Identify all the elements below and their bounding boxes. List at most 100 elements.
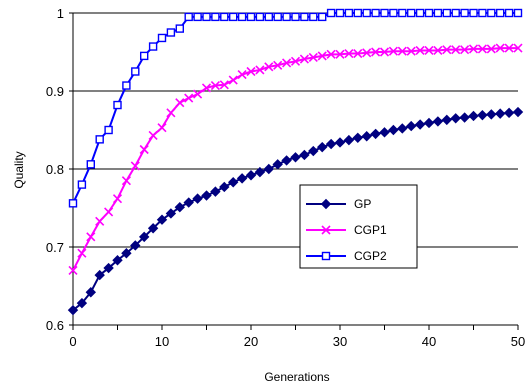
marker-stroke <box>477 44 487 54</box>
data-point-cgp2 <box>273 12 282 22</box>
marker-stroke <box>317 51 327 61</box>
data-point-cgp1 <box>282 58 292 68</box>
marker-stroke <box>193 89 203 99</box>
data-point-cgp1 <box>77 248 87 258</box>
marker-stroke <box>246 66 256 77</box>
marker-stroke <box>219 80 229 90</box>
legend-marker <box>320 198 332 210</box>
data-point-cgp1 <box>237 70 247 80</box>
data-point-gp <box>147 223 159 234</box>
data-point-cgp1 <box>290 56 301 66</box>
data-point-cgp2 <box>513 8 523 18</box>
marker-stroke <box>486 44 496 54</box>
data-point-gp <box>112 255 123 266</box>
series-layer <box>67 8 524 316</box>
marker-stroke <box>504 43 514 53</box>
y-tick-label: 0.7 <box>46 240 64 255</box>
data-point-cgp1 <box>273 60 283 70</box>
data-point-gp <box>370 128 381 140</box>
data-point-cgp2 <box>335 8 345 18</box>
data-point-gp <box>192 193 203 204</box>
marker-stroke <box>433 45 443 56</box>
marker-stroke <box>282 58 292 68</box>
data-point-gp <box>308 145 319 157</box>
data-point-cgp1 <box>175 98 185 108</box>
data-point-gp <box>210 186 221 197</box>
data-point-cgp2 <box>478 8 487 18</box>
data-point-gp <box>441 114 453 126</box>
data-point-cgp2 <box>193 12 202 22</box>
data-point-cgp1 <box>104 207 114 217</box>
marker-stroke <box>290 56 301 66</box>
data-point-gp <box>67 304 79 316</box>
marker-stroke <box>424 45 434 56</box>
data-point-gp <box>183 197 194 208</box>
data-point-cgp1 <box>228 75 238 85</box>
data-point-gp <box>245 170 257 181</box>
data-point-cgp2 <box>433 8 443 18</box>
series-gp <box>67 106 524 316</box>
marker-stroke <box>264 62 274 72</box>
data-point-gp <box>299 149 310 161</box>
data-point-cgp1 <box>308 52 318 63</box>
data-point-gp <box>272 159 283 170</box>
series-line-gp <box>72 111 519 311</box>
series-cgp1 <box>68 43 523 275</box>
data-point-gp <box>486 109 497 120</box>
data-point-cgp2 <box>407 8 416 18</box>
data-point-cgp2 <box>175 24 185 33</box>
data-point-gp <box>165 208 177 219</box>
data-point-cgp2 <box>300 12 309 22</box>
data-point-cgp2 <box>451 8 460 18</box>
data-point-cgp2 <box>122 81 131 90</box>
legend-marker <box>321 225 331 235</box>
data-point-cgp2 <box>442 8 451 18</box>
data-point-gp <box>156 214 168 225</box>
data-point-cgp1 <box>468 44 479 54</box>
data-point-cgp1 <box>371 47 381 57</box>
data-point-gp <box>414 119 426 130</box>
data-point-cgp2 <box>211 12 220 22</box>
data-point-cgp2 <box>228 12 238 22</box>
marker-stroke <box>228 75 238 85</box>
data-point-cgp2 <box>487 8 496 18</box>
data-point-cgp2 <box>353 8 362 18</box>
marker-stroke <box>326 49 336 59</box>
data-point-cgp1 <box>344 48 354 59</box>
series-cgp2 <box>68 8 523 208</box>
data-point-cgp1 <box>362 48 372 58</box>
data-point-cgp2 <box>237 12 247 22</box>
marker-stroke <box>379 47 390 57</box>
data-point-cgp1 <box>335 49 345 59</box>
data-point-cgp2 <box>362 8 371 18</box>
marker-stroke <box>86 232 96 242</box>
data-point-cgp1 <box>184 93 194 103</box>
data-point-cgp1 <box>415 45 425 56</box>
data-point-gp <box>459 112 470 123</box>
marker-stroke <box>112 194 123 204</box>
legend-label: GP <box>354 197 371 211</box>
y-tick-label: 0.9 <box>46 84 64 99</box>
marker-stroke <box>148 130 158 141</box>
data-point-cgp1 <box>442 45 452 55</box>
marker-stroke <box>468 44 479 54</box>
marker-stroke <box>77 248 87 258</box>
x-tick-label: 30 <box>333 334 347 349</box>
x-tick-label: 50 <box>511 334 525 349</box>
data-point-cgp2 <box>326 8 336 18</box>
data-point-cgp1 <box>326 49 336 59</box>
marker-stroke <box>406 46 416 56</box>
data-point-gp <box>316 141 328 153</box>
data-point-cgp1 <box>255 65 265 75</box>
legend-item-cgp1: CGP1 <box>306 223 387 237</box>
data-point-cgp2 <box>77 180 87 189</box>
data-point-cgp1 <box>130 161 140 171</box>
marker-stroke <box>121 176 131 186</box>
data-point-cgp2 <box>496 8 505 18</box>
data-point-gp <box>361 131 372 142</box>
data-point-cgp2 <box>424 8 434 18</box>
data-point-gp <box>201 190 212 201</box>
data-point-gp <box>174 202 186 213</box>
data-point-cgp1 <box>388 46 398 56</box>
data-point-cgp2 <box>504 8 514 18</box>
